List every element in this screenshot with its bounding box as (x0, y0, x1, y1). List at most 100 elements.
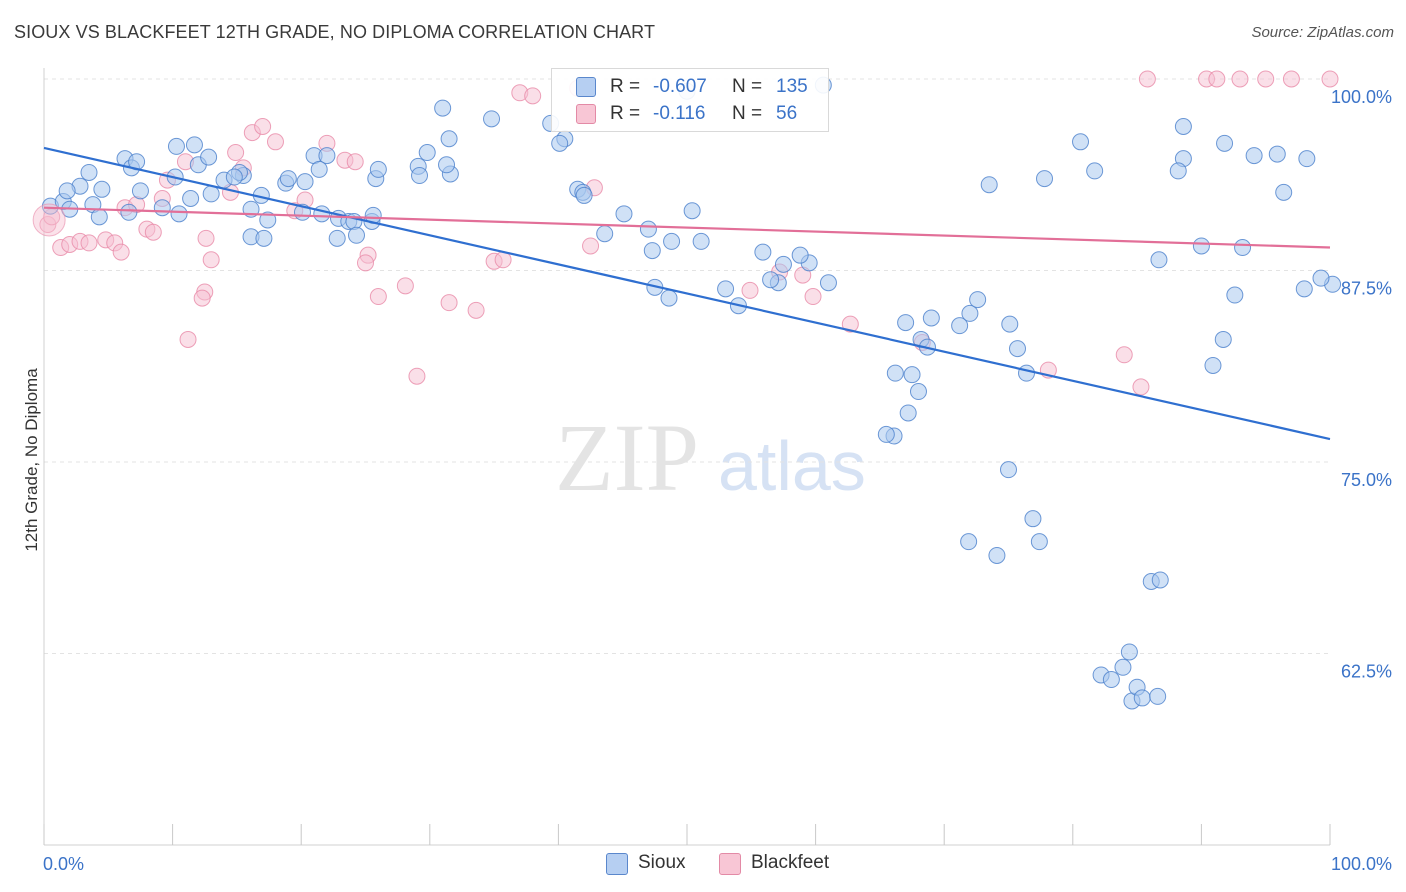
blackfeet-point (369, 288, 387, 306)
sioux-point (1001, 315, 1019, 333)
sioux-point (279, 170, 297, 188)
sioux-point (1102, 671, 1120, 689)
sioux-point (683, 202, 701, 220)
sioux-point (185, 136, 203, 154)
sioux-point (615, 205, 633, 223)
blackfeet-point (1282, 70, 1300, 88)
y-tick-label: 100.0% (1331, 87, 1392, 107)
sioux-point (1072, 133, 1090, 151)
sioux-point (951, 317, 969, 335)
sioux-legend-icon (606, 853, 628, 875)
sioux-point (1009, 340, 1027, 358)
sioux-point (1275, 183, 1293, 201)
sioux-point (1114, 658, 1132, 676)
watermark-zip: ZIP (555, 404, 699, 511)
sioux-point (774, 255, 792, 273)
sioux-point (1174, 117, 1192, 135)
sioux-point (200, 148, 218, 166)
blackfeet-point (144, 223, 162, 241)
sioux-point (80, 163, 98, 181)
blackfeet-swatch-icon (576, 104, 596, 124)
blackfeet-point (1115, 346, 1133, 364)
sioux-point (551, 134, 569, 152)
legend-n-label: N = (732, 103, 763, 124)
sioux-point (1086, 162, 1104, 180)
x-tick-label-max: 100.0% (1331, 854, 1392, 874)
blackfeet-point (202, 251, 220, 269)
tick-labels: 100.0% 87.5% 75.0% 62.5% 0.0% 100.0% (43, 87, 1392, 874)
sioux-point (1192, 237, 1210, 255)
sioux-point (369, 160, 387, 178)
sioux-point (170, 205, 188, 223)
sioux-point (259, 211, 277, 229)
sioux-point (438, 156, 456, 174)
sioux-point (90, 208, 108, 226)
watermark-atlas: atlas (718, 427, 866, 505)
blackfeet-point (1132, 378, 1150, 396)
blackfeet-point (1138, 70, 1156, 88)
blackfeet-point (112, 243, 130, 261)
legend-r-value-blackfeet: -0.116 (653, 103, 706, 124)
sioux-point (1216, 134, 1234, 152)
sioux-point (692, 232, 710, 250)
sioux-point (903, 366, 921, 384)
legend-r-label: R = (610, 103, 641, 124)
sioux-point (1149, 687, 1167, 705)
blackfeet-point (741, 281, 759, 299)
blackfeet-point (1257, 70, 1275, 88)
sioux-point (1295, 280, 1313, 298)
sioux-point (1312, 269, 1330, 287)
sioux-point (1150, 251, 1168, 269)
sioux-point (639, 220, 657, 238)
sioux-swatch-icon (576, 77, 596, 97)
sioux-point (1036, 170, 1054, 188)
trend-lines (43, 146, 1331, 441)
sioux-point (310, 160, 328, 178)
legend-n-label: N = (732, 76, 763, 97)
sioux-point (717, 280, 735, 298)
sioux-point (1214, 330, 1232, 348)
sioux-point (313, 205, 331, 223)
blackfeet-point (254, 117, 272, 135)
sioux-point (877, 425, 895, 443)
sioux-point (1169, 162, 1187, 180)
stats-legend: R = -0.607 N = 135 R = -0.116 N = 56 (551, 68, 829, 132)
blackfeet-point (266, 133, 284, 151)
sioux-point (1133, 689, 1151, 707)
blackfeet-point (357, 254, 374, 272)
legend-r-value-sioux: -0.607 (653, 76, 707, 97)
sioux-point (1226, 286, 1244, 304)
blackfeet-point (841, 315, 859, 333)
blackfeet-point (32, 203, 66, 237)
sioux-point (596, 225, 614, 243)
sioux-point (225, 168, 243, 186)
y-axis-label: 12th Grade, No Diploma (22, 368, 41, 552)
sioux-point (819, 274, 837, 292)
sioux-point (643, 242, 661, 260)
sioux-point (153, 199, 171, 217)
sioux-point (58, 182, 76, 200)
y-tick-label: 87.5% (1341, 279, 1392, 299)
sioux-point (131, 182, 149, 200)
sioux-point (418, 144, 436, 162)
blackfeet-point (80, 234, 98, 252)
x-tick-label-min: 0.0% (43, 854, 84, 874)
sioux-point (899, 404, 917, 422)
sioux-point (255, 229, 273, 247)
sioux-point (1018, 364, 1036, 382)
legend-row-sioux: R = -0.607 N = 135 (552, 74, 828, 100)
sioux-point (1234, 239, 1252, 257)
sioux-point (988, 546, 1006, 564)
sioux-point (960, 533, 978, 551)
blackfeet-point (346, 153, 364, 171)
sioux-point (328, 229, 346, 247)
sioux-point (663, 232, 681, 250)
sioux-point (1298, 150, 1316, 168)
blackfeet-point (524, 87, 542, 105)
blackfeet-point (179, 330, 197, 348)
sioux-point (1024, 510, 1042, 528)
sioux-point (575, 186, 593, 204)
sioux-point (167, 137, 185, 155)
sioux-point (120, 203, 138, 221)
legend-n-value-blackfeet: 56 (776, 103, 798, 124)
